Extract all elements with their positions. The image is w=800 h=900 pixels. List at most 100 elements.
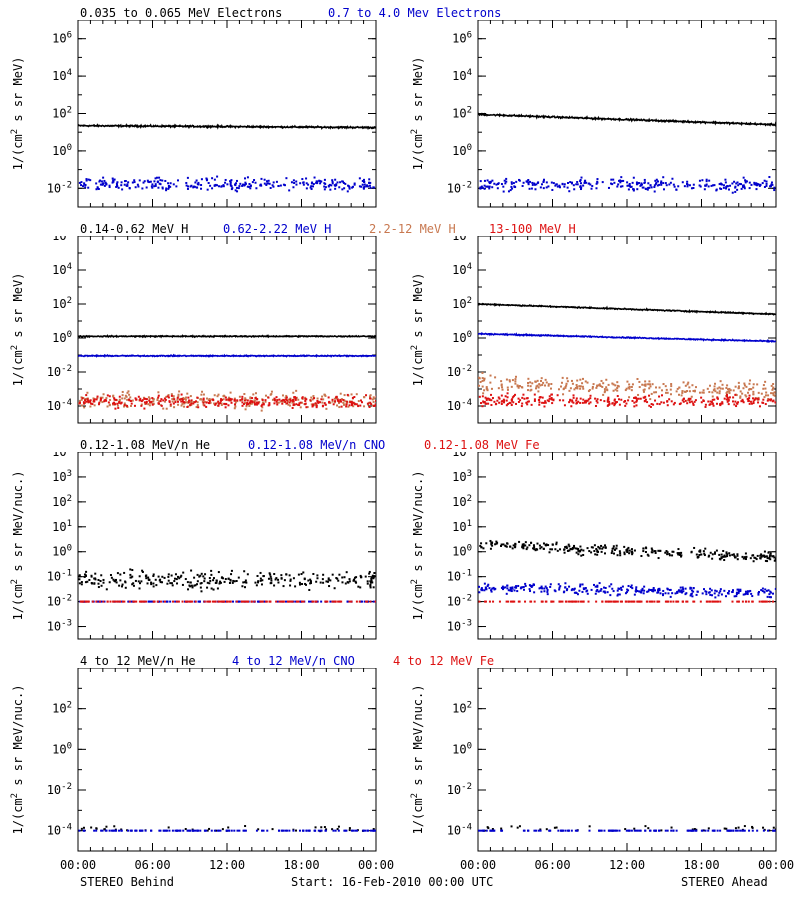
data-point: [365, 394, 368, 397]
xtick-label: 06:00: [134, 858, 170, 872]
data-point: [184, 401, 187, 404]
data-point: [764, 403, 767, 406]
data-point: [150, 829, 153, 832]
data-point: [734, 400, 737, 403]
data-point: [320, 398, 323, 401]
data-point: [315, 181, 318, 184]
data-point: [222, 184, 225, 187]
data-point: [691, 828, 694, 831]
data-point: [205, 401, 208, 404]
data-point: [271, 828, 274, 831]
data-point: [269, 573, 272, 576]
data-point: [639, 600, 642, 603]
data-point: [636, 377, 639, 380]
data-point: [169, 404, 172, 407]
data-point: [301, 178, 304, 181]
data-point: [592, 583, 595, 586]
data-point: [539, 547, 542, 550]
data-point: [729, 389, 732, 392]
data-point: [279, 184, 282, 187]
data-point: [594, 585, 597, 588]
data-point: [85, 178, 88, 181]
data-point: [307, 183, 310, 186]
data-point: [254, 403, 257, 406]
data-point: [340, 405, 343, 408]
data-point: [527, 400, 530, 403]
data-point: [768, 176, 771, 179]
data-point: [211, 600, 214, 603]
data-point: [711, 391, 714, 394]
data-point: [764, 387, 767, 390]
data-point: [365, 185, 368, 188]
data-point: [738, 182, 741, 185]
data-point: [582, 398, 585, 401]
data-point: [561, 600, 564, 603]
data-point: [200, 572, 203, 575]
data-point: [118, 398, 121, 401]
data-point: [478, 384, 481, 387]
data-point: [651, 600, 654, 603]
data-point: [720, 556, 723, 559]
data-point: [676, 387, 679, 390]
data-point: [726, 555, 729, 558]
data-point: [691, 384, 694, 387]
data-point: [758, 184, 761, 187]
data-point: [707, 400, 710, 403]
data-point: [513, 589, 516, 592]
data-point: [93, 829, 96, 832]
data-point: [206, 178, 209, 181]
data-point: [282, 600, 285, 603]
data-point: [544, 400, 547, 403]
data-point: [256, 574, 259, 577]
data-point: [242, 403, 245, 406]
data-point: [719, 829, 722, 832]
data-point: [502, 401, 505, 404]
data-point: [212, 588, 215, 591]
data-point: [108, 186, 111, 189]
data-point: [596, 585, 599, 588]
data-point: [594, 592, 597, 595]
data-point: [641, 383, 644, 386]
data-point: [121, 394, 124, 397]
data-point: [607, 383, 610, 386]
data-point: [323, 185, 326, 188]
data-point: [635, 181, 638, 184]
data-point: [563, 548, 566, 551]
data-point: [140, 404, 143, 407]
data-point: [726, 388, 729, 391]
data-point: [618, 550, 621, 553]
data-point: [261, 403, 264, 406]
data-point: [630, 389, 633, 392]
data-point: [346, 581, 349, 584]
data-point: [748, 181, 751, 184]
data-point: [516, 826, 519, 829]
data-point: [721, 401, 724, 404]
data-point: [739, 183, 742, 186]
data-point: [332, 403, 335, 406]
data-point: [486, 185, 489, 188]
series-0-7-to-4-0-mev-electrons: [78, 175, 375, 193]
data-point: [576, 829, 579, 832]
data-point: [232, 579, 235, 582]
data-point: [369, 580, 372, 583]
data-point: [530, 403, 533, 406]
data-point: [592, 383, 595, 386]
data-point: [106, 600, 109, 603]
data-point: [596, 180, 599, 183]
data-point: [737, 385, 740, 388]
data-point: [631, 553, 634, 556]
data-point: [291, 406, 294, 409]
data-point: [540, 585, 543, 588]
data-point: [520, 586, 523, 589]
data-point: [336, 404, 339, 407]
data-point: [573, 544, 576, 547]
ytick-label: 10-4: [47, 398, 72, 413]
data-point: [534, 549, 537, 552]
data-point: [709, 384, 712, 387]
data-point: [115, 581, 118, 584]
data-point: [568, 545, 571, 548]
data-point: [506, 587, 509, 590]
data-point: [304, 583, 307, 586]
data-point: [666, 400, 669, 403]
xtick-label: 00:00: [358, 858, 394, 872]
